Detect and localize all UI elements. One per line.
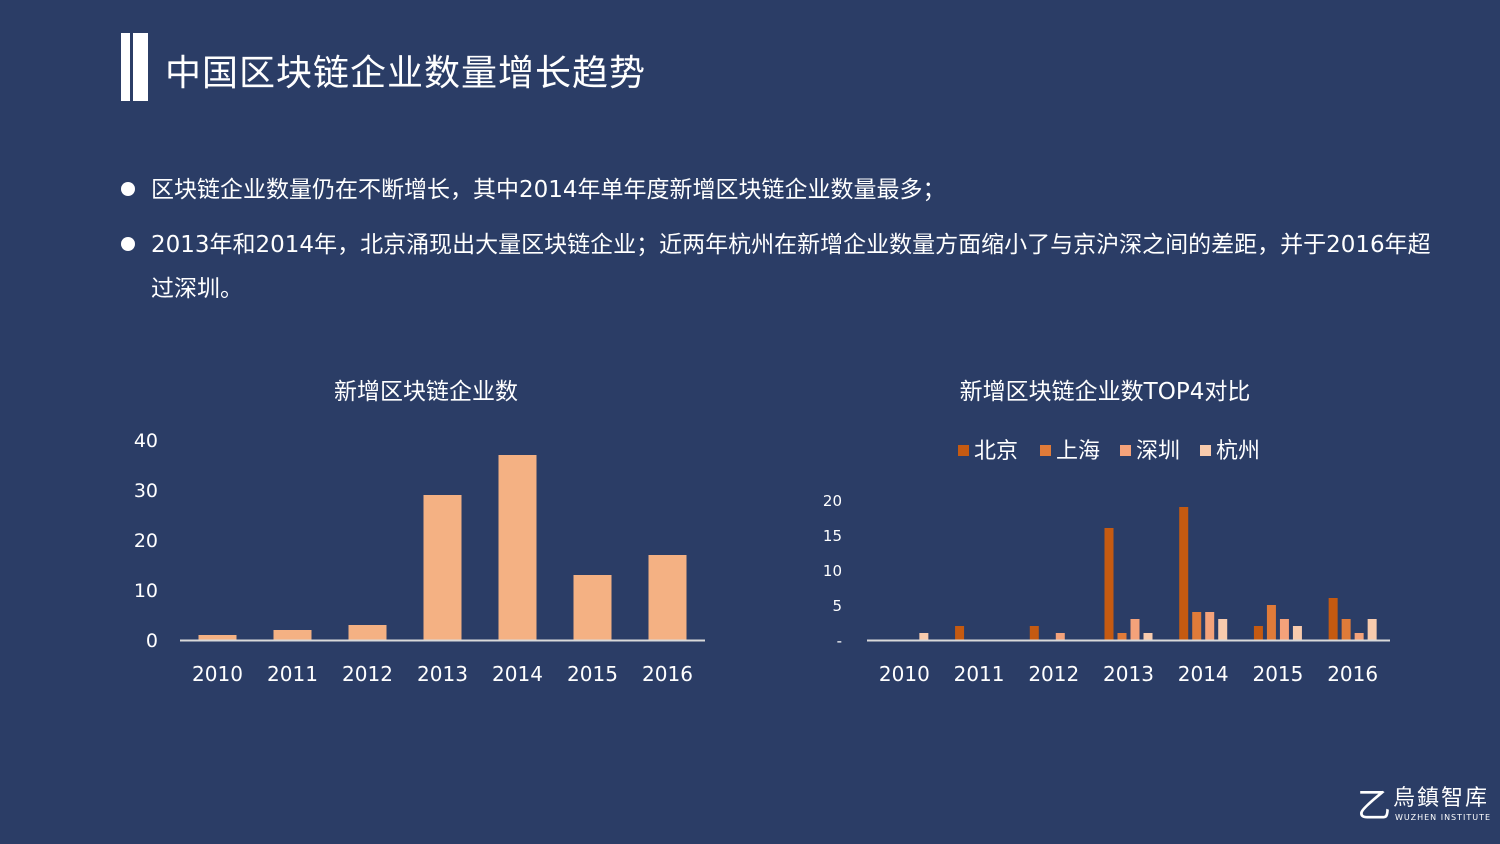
bar [1266,605,1276,640]
x-tick-label: 2016 [642,662,693,686]
y-tick-label: 10 [134,580,158,602]
bar [1341,619,1351,640]
logo-mark-icon: 乙 [1357,786,1391,826]
chart2-title: 新增区块链企业数TOP4对比 [959,379,1251,405]
bar [198,635,237,640]
legend-label: 杭州 [1216,439,1260,464]
x-tick-label: 2016 [1327,662,1378,686]
bar [1143,633,1153,640]
bar [273,630,312,640]
bar [1029,626,1039,640]
logo-name: 烏鎮智库 [1393,786,1490,811]
bar [1253,626,1263,640]
x-tick-label: 2012 [342,662,393,686]
bar [919,633,929,640]
chart1-title: 新增区块链企业数 [334,379,518,405]
bullet-item: 2013年和2014年，北京涌现出大量区块链企业；近两年杭州在新增企业数量方面缩… [121,223,1451,311]
x-tick-label: 2013 [417,662,468,686]
bar [1292,626,1302,640]
bar [1218,619,1228,640]
x-tick-label: 2015 [567,662,618,686]
legend-swatch [958,445,969,456]
y-tick-label: 20 [134,530,158,552]
y-tick-label: 20 [823,492,842,510]
legend-label: 上海 [1056,439,1100,464]
bar [1179,507,1189,640]
bullet-dot-icon [121,182,135,196]
logo: 乙 烏鎮智库 WUZHEN INSTITUTE [1357,786,1490,826]
bar [1104,528,1114,640]
x-tick-label: 2010 [192,662,243,686]
bar [1055,633,1065,640]
chart1-svg: 0 10 20 30 40 2010 2011 2012 2013 2014 2015 2016 [134,430,705,686]
x-tick-label: 2014 [1178,662,1229,686]
legend-label: 北京 [974,439,1018,464]
legend-swatch [1040,445,1051,456]
bar [955,626,965,640]
bullet-list: 区块链企业数量仍在不断增长，其中2014年单年度新增区块链企业数量最多； 201… [121,168,1451,322]
chart2-svg: 北京 上海 深圳 杭州 - 5 10 15 20 2010 2011 2012 2013 2014 2015… [823,439,1390,686]
legend-swatch [1120,445,1131,456]
y-tick-label: 10 [823,562,842,580]
bullet-text: 2013年和2014年，北京涌现出大量区块链企业；近两年杭州在新增企业数量方面缩… [151,232,1431,302]
bar [1328,598,1338,640]
bar [1130,619,1140,640]
page-title: 中国区块链企业数量增长趋势 [165,53,647,94]
bar [1205,612,1215,640]
y-tick-label: 15 [823,527,842,545]
x-tick-label: 2012 [1028,662,1079,686]
y-tick-label: 5 [832,597,842,615]
bullet-dot-icon [121,237,135,251]
x-tick-label: 2011 [267,662,318,686]
x-tick-label: 2013 [1103,662,1154,686]
x-tick-label: 2015 [1252,662,1303,686]
logo-subtitle: WUZHEN INSTITUTE [1395,813,1492,822]
x-tick-label: 2011 [954,662,1005,686]
bullet-text: 区块链企业数量仍在不断增长，其中2014年单年度新增区块链企业数量最多； [151,177,946,203]
bar [498,455,537,640]
title-accent-bar [121,33,148,101]
bar [423,495,462,640]
bar [573,575,612,640]
bullet-item: 区块链企业数量仍在不断增长，其中2014年单年度新增区块链企业数量最多； [121,168,1451,212]
x-tick-label: 2010 [879,662,930,686]
y-tick-label: 30 [134,480,158,502]
legend-label: 深圳 [1136,439,1180,464]
bar [1279,619,1289,640]
bar [1367,619,1377,640]
bar [1117,633,1127,640]
bar [648,555,687,640]
y-tick-label: 40 [134,430,158,452]
bar [1354,633,1364,640]
y-tick-label: - [837,632,842,650]
bar [1192,612,1202,640]
bar [348,625,387,640]
legend-swatch [1200,445,1211,456]
y-tick-label: 0 [146,630,158,652]
x-tick-label: 2014 [492,662,543,686]
